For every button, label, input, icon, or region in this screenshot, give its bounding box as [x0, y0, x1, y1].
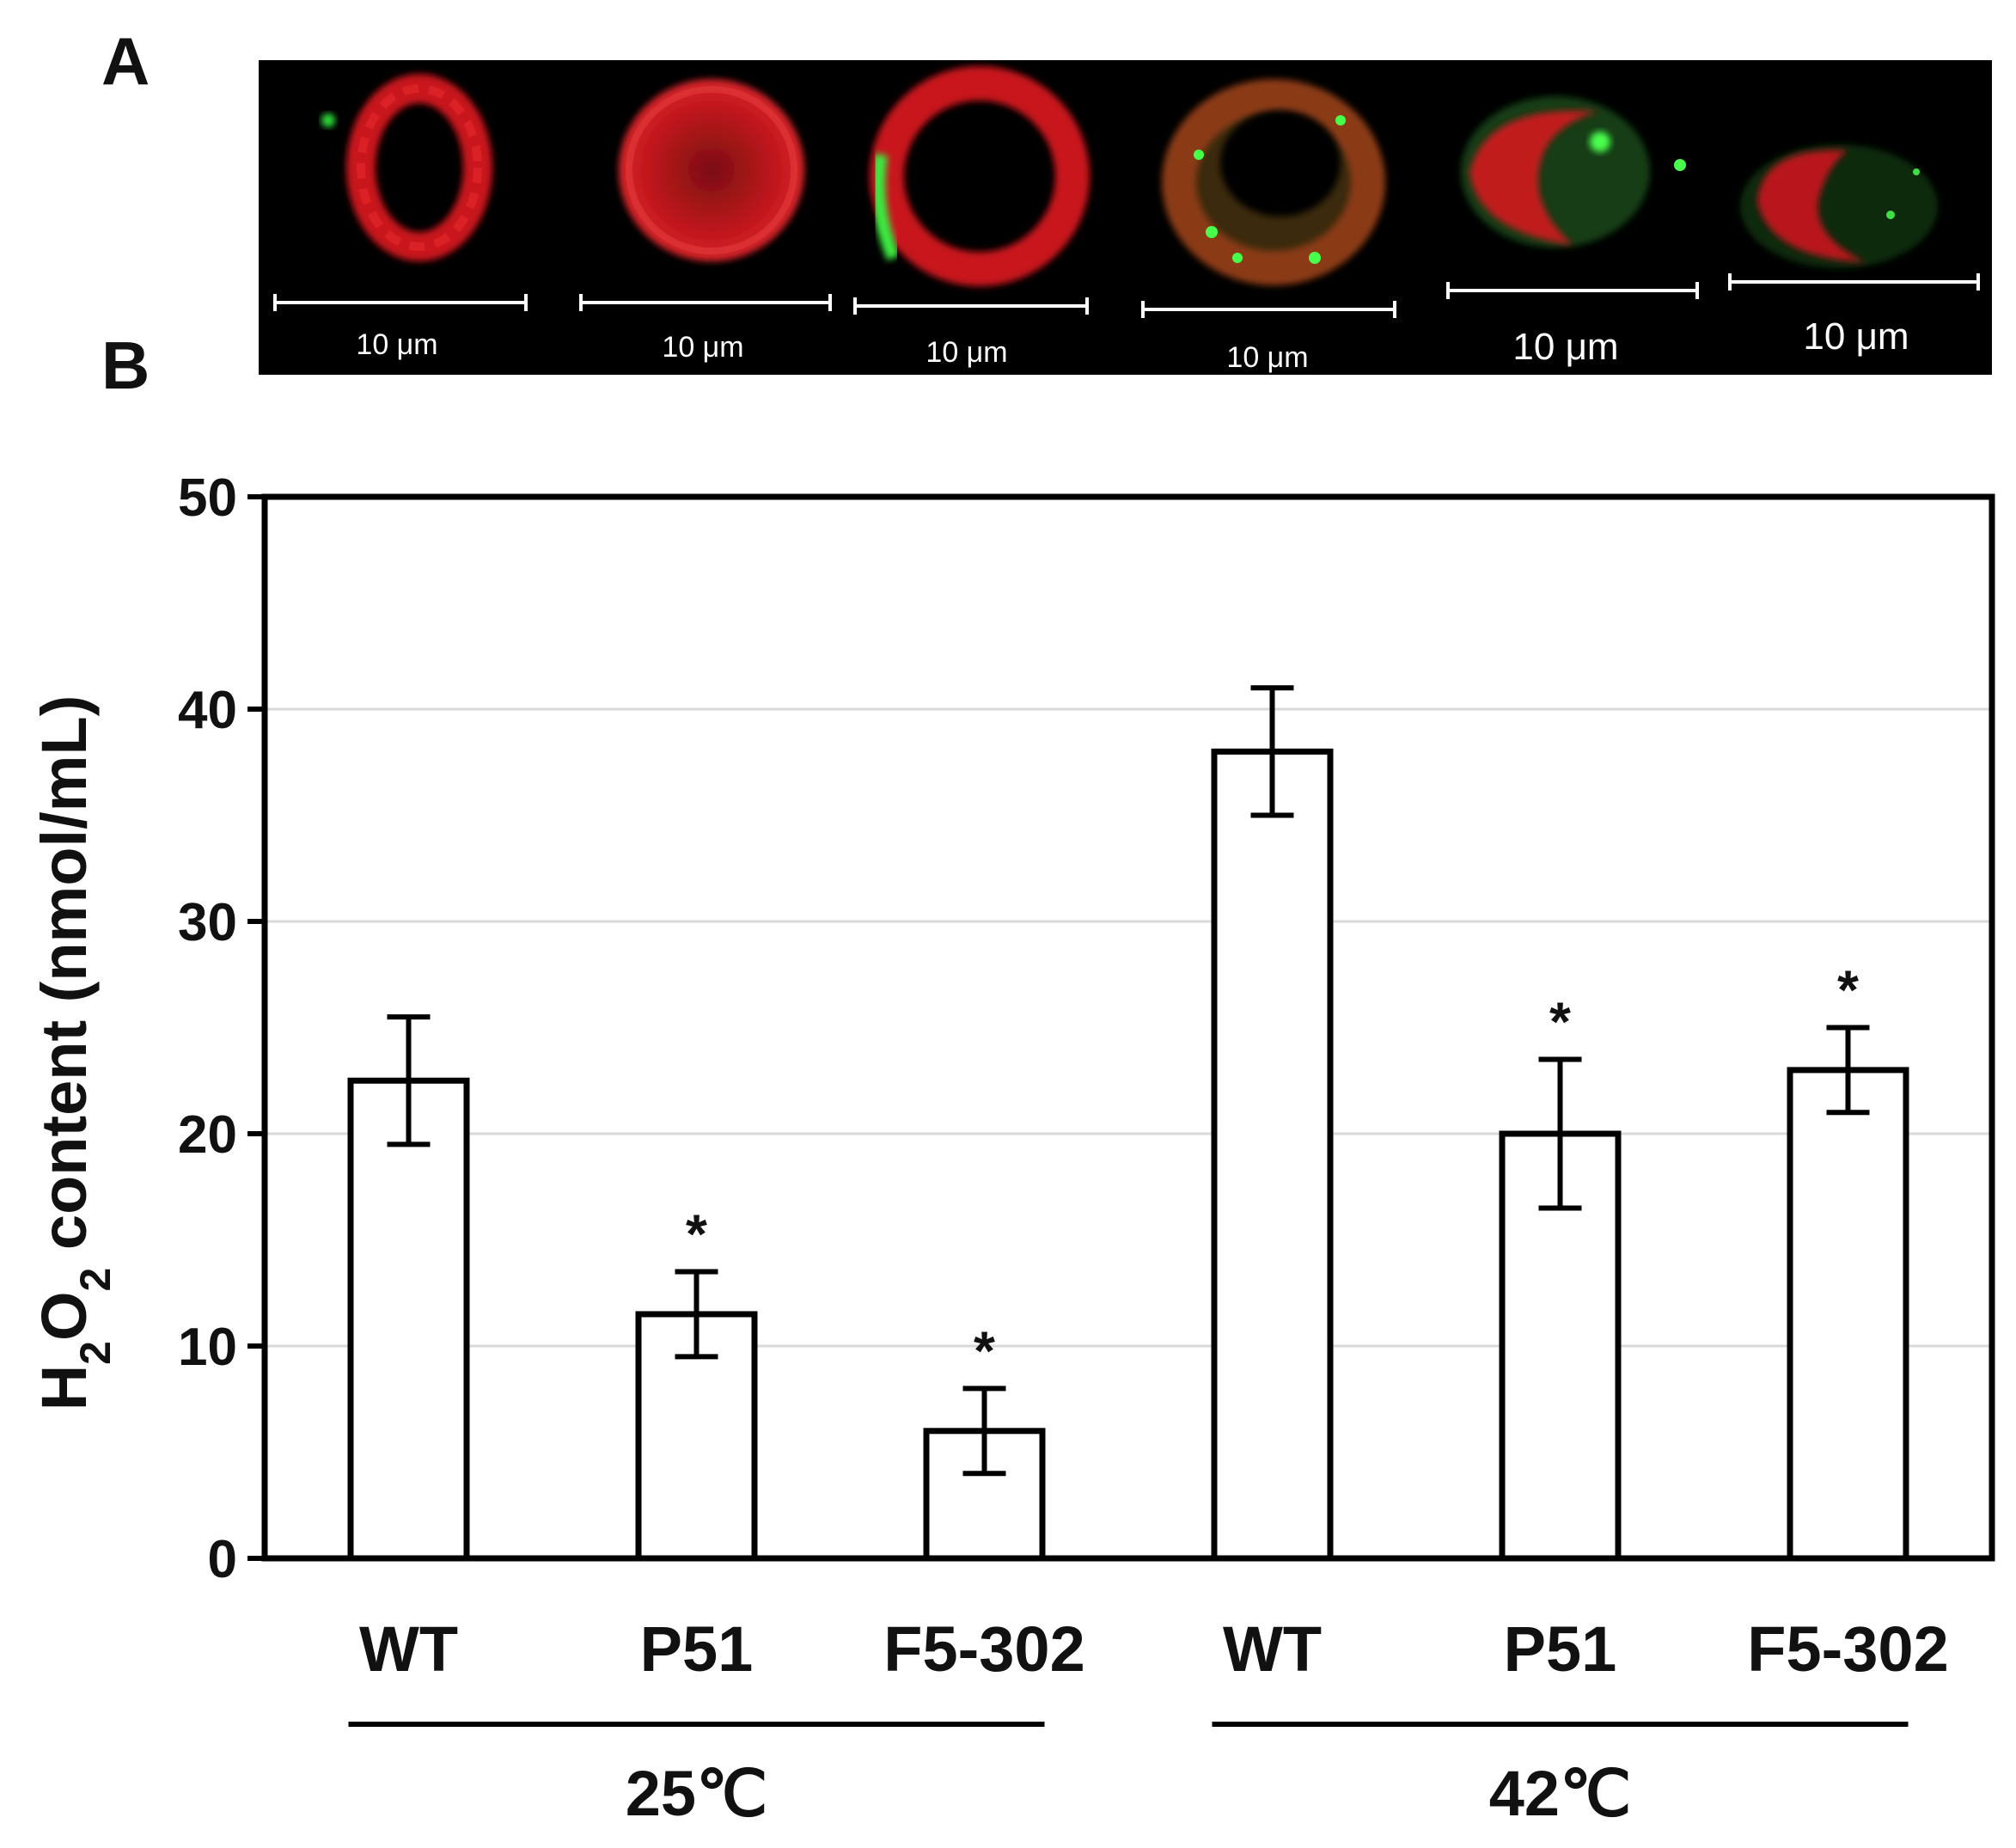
group-label: 25℃: [626, 1758, 767, 1829]
x-tick-label: F5-302: [883, 1613, 1084, 1685]
y-tick-label: 10: [178, 1318, 237, 1377]
significance-mark: *: [1837, 959, 1859, 1021]
error-bars: [387, 685, 1870, 1477]
significance-mark: *: [1549, 991, 1571, 1053]
panel-label-b: B: [101, 327, 150, 403]
y-tick-label: 0: [208, 1530, 237, 1589]
significance-mark: *: [686, 1203, 707, 1265]
bar: [1211, 748, 1334, 1562]
bar: [1787, 1067, 1909, 1562]
y-tick-label: 20: [178, 1105, 237, 1165]
bar: [347, 1077, 470, 1562]
x-tick-label: F5-302: [1747, 1613, 1948, 1685]
x-tick-label: P51: [640, 1613, 754, 1685]
x-axis-labels: WT P51 F5-302 WT P51 F5-302: [359, 1613, 1949, 1685]
group-labels: 25℃ 42℃: [348, 1722, 1909, 1829]
scale-label-5: 10 μm: [1512, 326, 1618, 368]
scale-label-2: 10 μm: [662, 331, 743, 364]
y-tick-label: 50: [178, 468, 237, 528]
bars: [347, 748, 1909, 1562]
scale-label-4: 10 μm: [1226, 341, 1308, 374]
scale-bars: [273, 273, 1980, 318]
x-tick-label: P51: [1504, 1613, 1617, 1685]
y-tick-label: 30: [178, 893, 237, 952]
y-axis-title: H2O2 content (nmol/mL): [28, 695, 119, 1411]
cell-5-image: [1461, 96, 1686, 248]
scale-label-6: 10 μm: [1803, 315, 1909, 358]
x-tick-label: WT: [359, 1613, 458, 1685]
cell-3-image: [870, 66, 1090, 286]
significance-mark: *: [974, 1319, 995, 1381]
x-tick-label: WT: [1223, 1613, 1322, 1685]
cell-1-image: [321, 74, 492, 261]
micrograph-strip: 10 μm 10 μm 10 μm 10 μm 10 μm 10 μm: [259, 60, 1992, 375]
cell-2-image: [619, 79, 804, 261]
bar: [1499, 1130, 1622, 1562]
y-axis-ticks: 0 10 20 30 40 50: [178, 468, 265, 1589]
y-tick-label: 40: [178, 681, 237, 740]
plot-frame: [261, 493, 1995, 1562]
scale-label-1: 10 μm: [356, 328, 437, 361]
cell-4-image: [1162, 79, 1385, 285]
panel-label-a: A: [101, 23, 150, 99]
grid-lines: [265, 707, 1992, 1348]
scale-label-3: 10 μm: [926, 336, 1007, 369]
group-label: 42℃: [1489, 1758, 1631, 1829]
cell-6-image: [1740, 144, 1938, 268]
micrograph-background: [259, 60, 1992, 375]
significance-marks: * * * *: [686, 959, 1859, 1382]
